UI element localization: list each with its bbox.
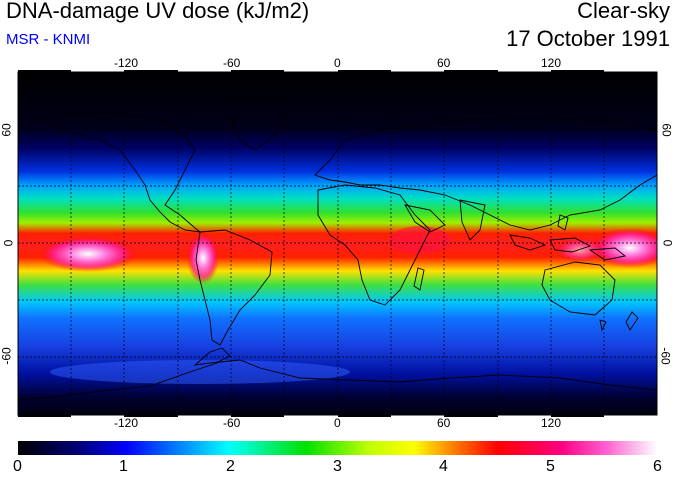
- lat-tick-right: -60: [658, 347, 673, 365]
- lat-tick-left: 60: [0, 123, 14, 137]
- lon-tick-top: -60: [223, 56, 241, 70]
- graticule: [18, 72, 657, 415]
- colorbar-label: 5: [546, 458, 555, 475]
- lat-tick-right: 0: [660, 239, 675, 247]
- lon-tick-bottom: 0: [334, 416, 341, 430]
- lon-tick-bottom: -60: [223, 416, 241, 430]
- date-label: 17 October 1991: [506, 26, 670, 51]
- page-title: DNA-damage UV dose (kJ/m2): [6, 0, 310, 23]
- lon-tick-bottom: 120: [541, 416, 562, 430]
- colorbar-label: 6: [653, 458, 662, 475]
- coastlines: [18, 94, 657, 401]
- uv-field: [18, 72, 657, 415]
- lat-tick-left: -60: [0, 347, 14, 365]
- lat-tick-right: 60: [659, 123, 674, 137]
- colorbar: [18, 441, 657, 455]
- colorbar-label: 0: [13, 458, 22, 475]
- colorbar-label: 4: [439, 458, 448, 475]
- lon-tick-top: -120: [114, 56, 139, 70]
- lon-tick-bottom: -120: [114, 416, 139, 430]
- lon-tick-bottom: 60: [437, 416, 451, 430]
- sky-condition-label: Clear-sky: [577, 0, 670, 23]
- lon-tick-top: 60: [437, 56, 451, 70]
- colorbar-label: 2: [226, 458, 235, 475]
- lon-tick-top: 0: [334, 56, 341, 70]
- lon-tick-top: 120: [541, 56, 562, 70]
- colorbar-label: 3: [333, 458, 342, 475]
- map-frame: [17, 70, 658, 417]
- colorbar-label: 1: [119, 458, 128, 475]
- lat-tick-left: 0: [1, 239, 16, 247]
- source-label: MSR - KNMI: [6, 31, 91, 48]
